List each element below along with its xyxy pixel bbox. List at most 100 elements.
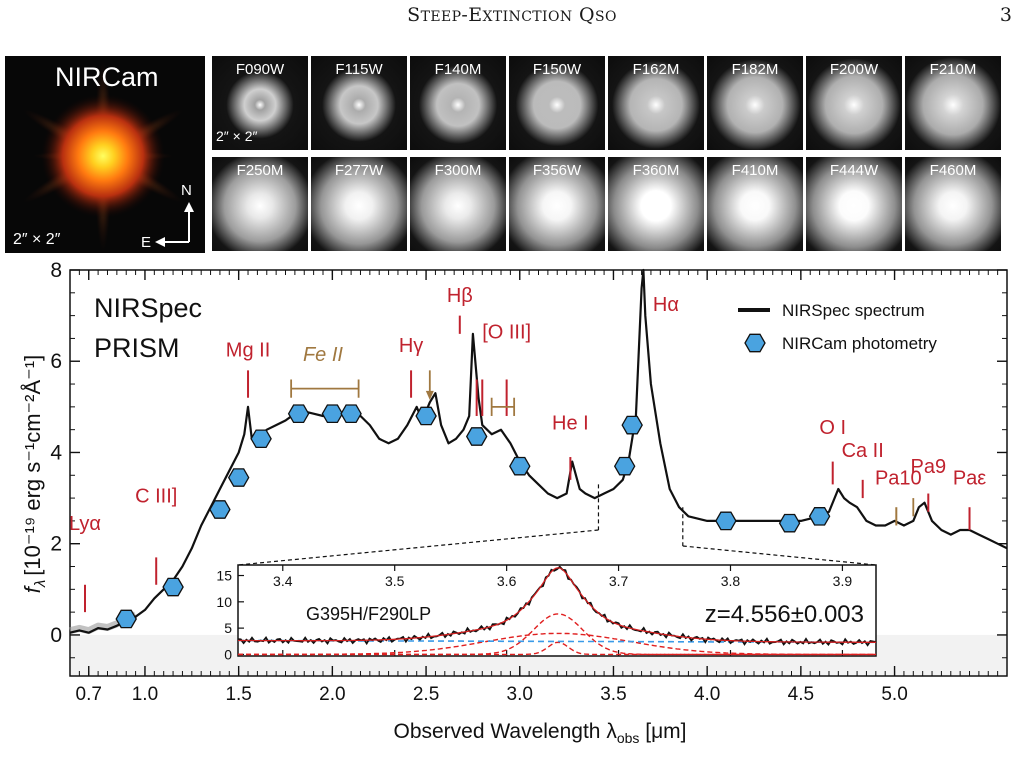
- x-tick-label: 2.5: [413, 684, 439, 705]
- filter-label: F360M: [632, 162, 680, 179]
- emission-line-label: Hγ: [399, 335, 423, 357]
- filter-label: F150W: [532, 61, 582, 78]
- thumbnail-scale-label: 2″ × 2″: [216, 128, 258, 144]
- x-axis-label: Observed Wavelength λobs [μm]: [393, 720, 686, 746]
- emission-line-label: He I: [552, 413, 589, 435]
- emission-line-label: Pa10: [875, 467, 922, 489]
- inset-x-tick-label: 3.6: [497, 573, 517, 589]
- filter-thumbnail: F250M: [212, 157, 308, 251]
- x-tick-label: 4.5: [788, 684, 814, 705]
- x-tick-label: 5.0: [881, 684, 907, 705]
- photometry-point: [340, 404, 362, 424]
- photometry-point: [778, 513, 801, 533]
- svg-text:fλ[10⁻¹⁹ erg s⁻¹cm⁻²Å⁻¹]: fλ [10⁻¹⁹ erg s⁻¹cm⁻²Å⁻¹]: [20, 355, 49, 593]
- inset-y-tick-label: 0: [224, 646, 232, 662]
- filter-thumbnail: F277W: [311, 157, 407, 251]
- emission-line-label: Ca II: [842, 440, 884, 462]
- filter-label: F090W: [235, 61, 285, 78]
- filter-thumbnail: F356W: [509, 157, 605, 251]
- filter-label: F300M: [434, 162, 482, 179]
- photometry-point: [287, 404, 310, 424]
- filter-thumbnail: F182M: [707, 56, 803, 150]
- nircam-composite-image: NIRCam N E 2″ × 2″: [5, 56, 205, 253]
- photometry-point: [321, 404, 344, 424]
- inset-y-tick-label: 5: [224, 620, 232, 636]
- y-tick-label: 8: [50, 259, 62, 282]
- compass-east-label: E: [141, 234, 152, 251]
- x-tick-label: 0.7: [76, 684, 102, 705]
- x-tick-label: 2.0: [319, 684, 345, 705]
- inset-core-component: [238, 641, 876, 656]
- scale-label: 2″ × 2″: [13, 231, 61, 248]
- inset-observed-spectrum: [237, 565, 877, 647]
- x-tick-label: 3.5: [600, 684, 626, 705]
- photometry-point: [209, 500, 231, 519]
- y-tick-label: 0: [50, 624, 62, 647]
- filter-label: F410M: [731, 162, 779, 179]
- x-tick-label: 1.0: [132, 684, 158, 705]
- legend-photometry-label: NIRCam photometry: [782, 334, 937, 353]
- y-axis-label: fλ [10⁻¹⁹ erg s⁻¹cm⁻²Å⁻¹]: [20, 355, 49, 593]
- filter-label: F200W: [829, 61, 879, 78]
- emission-line-label: O I: [819, 417, 846, 439]
- legend-spectrum-label: NIRSpec spectrum: [782, 301, 925, 320]
- panel-label-prism: PRISM: [94, 333, 180, 363]
- filter-thumbnail: F444W: [806, 157, 902, 251]
- inset-x-tick-label: 3.5: [385, 573, 405, 589]
- spectrum-line: [69, 268, 1008, 634]
- page-number: 3: [999, 4, 1012, 26]
- running-head: STEEP-EXTINCTION QSO 3: [0, 0, 1024, 40]
- filter-label: F277W: [334, 162, 384, 179]
- inset-x-tick-label: 3.9: [833, 573, 853, 589]
- inset-leader-right: [682, 545, 877, 566]
- inset-grating-label: G395H/F290LP: [306, 604, 431, 624]
- emission-line-label: Lyα: [69, 513, 101, 535]
- axis-ticks: 0.7 1.0 1.5 2.0 2.5 3.0 3.5 4.0 4.5 5.0 0 2 4 6 8: [50, 259, 1008, 705]
- nircam-title: NIRCam: [55, 62, 159, 92]
- filter-label: F250M: [236, 162, 284, 179]
- filter-label: F210M: [929, 61, 977, 78]
- filter-thumbnail: F200W: [806, 56, 902, 150]
- inset-y-tick-label: 15: [216, 568, 232, 584]
- filter-label: F115W: [335, 61, 383, 78]
- filter-thumbnail: F090W 2″ × 2″: [212, 56, 308, 150]
- photometry-point: [162, 577, 184, 597]
- filter-thumbnail: F300M: [410, 157, 506, 251]
- emission-line-label: C III]: [135, 486, 177, 508]
- emission-line-label: Hα: [653, 294, 679, 316]
- line-labels: Lyα C III] Mg II Hγ Hβ [O III] He I Hα O ICa II P…: [69, 285, 986, 613]
- filter-label: F444W: [829, 162, 879, 179]
- feii-label: Fe II: [303, 344, 343, 366]
- feii-arrowhead: [425, 390, 434, 401]
- filter-thumbnail: F210M: [905, 56, 1001, 150]
- photometry-point: [227, 468, 250, 487]
- filter-thumbnail: F115W: [311, 56, 407, 150]
- filter-label: F460M: [929, 162, 977, 179]
- xlabel-subscript: obs: [617, 730, 640, 746]
- xlabel-units: [μm]: [639, 720, 686, 743]
- filter-thumbnail: F150W: [509, 56, 605, 150]
- inset-total-fit: [238, 567, 876, 643]
- y-tick-label: 4: [50, 441, 62, 464]
- x-tick-label: 3.0: [507, 684, 533, 705]
- inset-plot: 3.4 3.5 3.6 3.7 3.8 3.9 0 5 10 15 G395H/F290LP z=4.…: [216, 564, 877, 662]
- photometry-point: [115, 609, 137, 629]
- xlabel-text: Observed Wavelength λ: [393, 720, 617, 743]
- running-title: STEEP-EXTINCTION QSO: [407, 4, 617, 26]
- ylabel-subscript: λ: [32, 580, 49, 588]
- ylabel-symbol: f: [20, 584, 45, 593]
- inset-x-tick-label: 3.7: [609, 573, 629, 589]
- photometry-point: [415, 406, 437, 426]
- inset-redshift-label: z=4.556±0.003: [705, 601, 864, 628]
- x-tick-label: 1.5: [225, 684, 251, 705]
- filter-label: F162M: [632, 61, 680, 78]
- filter-thumbnail: F460M: [905, 157, 1001, 251]
- filter-thumbnail: F140M: [410, 56, 506, 150]
- inset-y-tick-label: 10: [216, 594, 232, 610]
- photometry-point: [250, 429, 272, 449]
- emission-line-label: Pa9: [910, 456, 946, 478]
- filter-label: F182M: [731, 61, 779, 78]
- filter-thumbnail: F410M: [707, 157, 803, 251]
- inset-x-tick-label: 3.8: [721, 573, 741, 589]
